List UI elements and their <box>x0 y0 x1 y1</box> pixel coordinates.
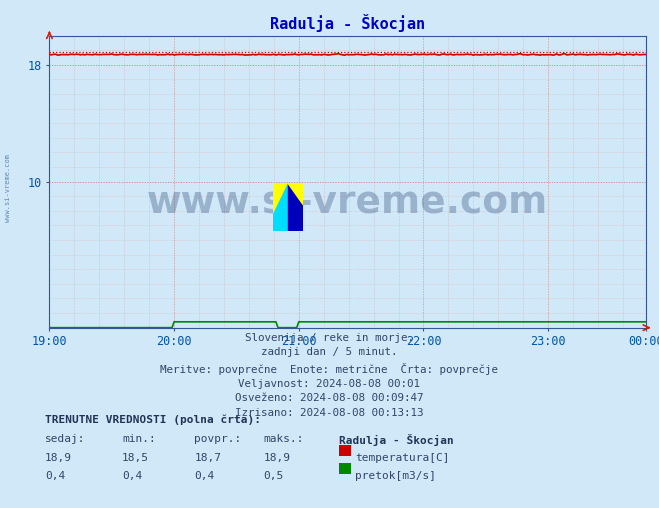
Text: www.si-vreme.com: www.si-vreme.com <box>5 154 11 222</box>
Text: www.si-vreme.com: www.si-vreme.com <box>147 184 548 220</box>
Text: maks.:: maks.: <box>264 434 304 444</box>
Text: 0,5: 0,5 <box>264 471 284 482</box>
Text: TRENUTNE VREDNOSTI (polna črta):: TRENUTNE VREDNOSTI (polna črta): <box>45 414 261 425</box>
Polygon shape <box>273 183 288 231</box>
Polygon shape <box>288 183 303 231</box>
Text: 18,9: 18,9 <box>45 453 72 463</box>
Text: Radulja - Škocjan: Radulja - Škocjan <box>339 434 454 447</box>
Text: 0,4: 0,4 <box>122 471 142 482</box>
Text: min.:: min.: <box>122 434 156 444</box>
Text: 18,9: 18,9 <box>264 453 291 463</box>
Text: temperatura[C]: temperatura[C] <box>355 453 449 463</box>
Text: 0,4: 0,4 <box>45 471 65 482</box>
Text: Slovenija / reke in morje.
zadnji dan / 5 minut.
Meritve: povprečne  Enote: metr: Slovenija / reke in morje. zadnji dan / … <box>161 333 498 418</box>
Text: povpr.:: povpr.: <box>194 434 242 444</box>
Title: Radulja - Škocjan: Radulja - Škocjan <box>270 14 425 31</box>
Text: sedaj:: sedaj: <box>45 434 85 444</box>
Text: pretok[m3/s]: pretok[m3/s] <box>355 471 436 482</box>
Polygon shape <box>273 183 288 214</box>
Text: 18,7: 18,7 <box>194 453 221 463</box>
Text: 0,4: 0,4 <box>194 471 215 482</box>
Text: 18,5: 18,5 <box>122 453 149 463</box>
Polygon shape <box>288 183 303 205</box>
